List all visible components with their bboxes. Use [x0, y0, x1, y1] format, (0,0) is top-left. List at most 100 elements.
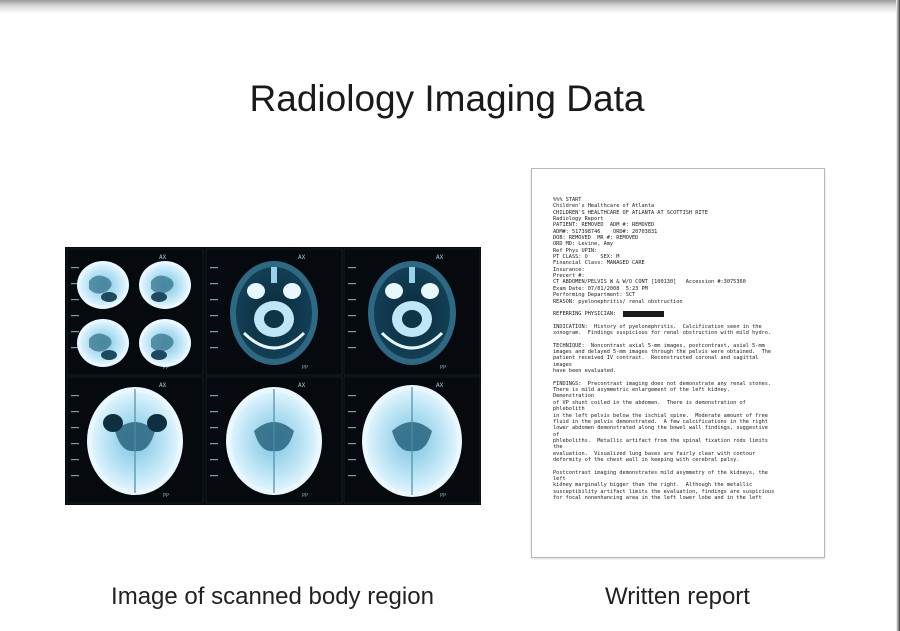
- slice-tick: [210, 283, 218, 285]
- report-line: have been evaluated.: [553, 368, 617, 375]
- report-line: PATIENT: REMOVED ADM #: REMOVED: [553, 222, 655, 229]
- report-line: Exam Date: 07/01/2008 5:23 PM: [553, 285, 648, 292]
- report-postcontrast-section: Postcontrast imaging demonstrates mild a…: [553, 470, 808, 502]
- report-line: %%% START: [553, 197, 582, 203]
- slice-tick: [71, 315, 79, 317]
- report-line: PT CLASS: O SEX: M: [553, 254, 620, 261]
- report-line: Performing Department: SCT: [553, 292, 636, 299]
- slice-label: AX: [436, 254, 444, 261]
- slice-tick: [210, 299, 218, 301]
- report-line: Radiology Report: [553, 216, 604, 223]
- slice-tick: [71, 443, 79, 445]
- report-line: sonogram. Findings suspicious for renal …: [553, 330, 772, 337]
- slice-tick: [71, 331, 79, 333]
- report-line: ADM#: 517398746 ORD#: 20703831: [553, 228, 658, 235]
- slide-title: Radiology Imaging Data: [249, 78, 645, 119]
- slice-tick: [348, 395, 356, 397]
- slice-label: AX: [298, 382, 306, 389]
- scan-slice-tile: AX PP: [66, 248, 204, 376]
- report-line: in the left pelvis below the ischial spi…: [553, 412, 768, 419]
- report-indication-section: INDICATION: History of pyelonephritis. C…: [553, 324, 808, 337]
- sulcus-pattern: [151, 275, 174, 294]
- report-caption: Written report: [605, 583, 750, 610]
- sulcus-pattern: [89, 333, 112, 352]
- report-line: left: [553, 475, 566, 482]
- slice-tick: [71, 475, 79, 477]
- report-line: FINDINGS: Precontrast imaging does not d…: [553, 380, 772, 387]
- report-line: Precert #:: [553, 273, 585, 280]
- slice-tick: [210, 331, 218, 333]
- scan-slice-tile: AX PP: [205, 248, 343, 376]
- slice-tick: [348, 267, 356, 269]
- canal: [264, 310, 284, 328]
- report-line: Insurance:: [553, 266, 585, 273]
- slice-tick: [71, 347, 79, 349]
- report-line: for focal nonenhancing area in the left …: [553, 494, 762, 501]
- report-line: deformity of the chest wall in keeping w…: [553, 456, 740, 463]
- ventricle-region: [151, 350, 167, 360]
- slice-tick: [348, 475, 356, 477]
- scan-slice-tile: AX PP: [343, 376, 481, 504]
- scan-image: AX PP AX PP AX PP AX PP AX PP AX PP: [65, 247, 481, 505]
- slice-tick: [348, 331, 356, 333]
- slice-tick: [348, 427, 356, 429]
- sulcus-pattern: [89, 275, 112, 294]
- report-line: Postcontrast imaging demonstrates mild a…: [553, 469, 768, 476]
- report-header-section: %%% START Children's Healthcare of Atlant…: [553, 197, 808, 305]
- slice-tick: [71, 395, 79, 397]
- slice-tick: [210, 427, 218, 429]
- scan-slice-tile: AX PP: [66, 376, 204, 504]
- report-line: susceptibility artifact limits the evalu…: [553, 488, 775, 495]
- slice-tick: [210, 411, 218, 413]
- report-line: patient received IV contrast. Reconstruc…: [553, 355, 759, 362]
- slice-tick: [348, 315, 356, 317]
- report-line: ORD MD: Levine, Amy: [553, 241, 614, 248]
- report-line: Ref Phys UPIN:: [553, 247, 598, 254]
- report-line: REASON: pyelonephritis/ renal obstructio…: [553, 298, 683, 305]
- report-line: CHILDREN'S HEALTHCARE OF ATLANTA AT SCOT…: [553, 209, 708, 216]
- slice-footer: PP: [163, 493, 169, 499]
- report-line: fluid in the pelvis demonstrated. A few …: [553, 418, 768, 425]
- right-edge-border: [896, 0, 900, 631]
- report-line: of: [553, 431, 560, 438]
- report-line: of VP shunt coiled in the abdomen. There…: [553, 399, 746, 406]
- report-line: Demonstration: [553, 393, 595, 400]
- sulcus-pattern: [151, 333, 174, 352]
- orbit-right: [283, 283, 301, 299]
- report-technique-section: TECHNIQUE: Noncontrast axial 5-mm images…: [553, 343, 808, 375]
- slice-tick: [348, 411, 356, 413]
- slice-tick: [348, 283, 356, 285]
- report-line: TECHNIQUE: Noncontrast axial 5-mm images…: [553, 342, 765, 349]
- report-findings-section: FINDINGS: Precontrast imaging does not d…: [553, 381, 808, 463]
- slice-label: AX: [159, 254, 167, 261]
- slice-footer: PP: [163, 365, 169, 371]
- report-line: phlebolith: [553, 406, 585, 413]
- slice-tick: [71, 299, 79, 301]
- slice-tick: [71, 283, 79, 285]
- report-line: There is mild asymmetric enlargement of …: [553, 387, 731, 394]
- slice-label: AX: [298, 254, 306, 261]
- report-line: kidney marginally bigger than the right.…: [553, 482, 753, 489]
- report-line: DOB: REMOVED MR #: REMOVED: [553, 235, 639, 242]
- referring-physician-label: REFERRING PHYSICIAN:: [553, 311, 617, 318]
- orbit-left: [385, 283, 403, 299]
- slice-label: AX: [436, 382, 444, 389]
- report-line: lower abdomen demonstrated along the bow…: [553, 425, 768, 432]
- slice-label: AX: [159, 382, 167, 389]
- report-line: the: [553, 444, 563, 451]
- report-document: %%% START Children's Healthcare of Atlant…: [531, 168, 825, 558]
- report-line: Children's Healthcare of Atlanta: [553, 203, 655, 210]
- slice-tick: [210, 475, 218, 477]
- ventricle-region: [101, 350, 117, 360]
- redacted-physician-name: Levine, M.D.: [622, 311, 665, 318]
- slice-tick: [71, 411, 79, 413]
- slice-footer: PP: [440, 493, 446, 499]
- slice-tick: [210, 347, 218, 349]
- canal: [402, 310, 422, 328]
- orbit-left: [247, 283, 265, 299]
- top-edge-shadow: [0, 0, 900, 14]
- occipital-bone: [242, 331, 306, 350]
- slice-tick: [348, 443, 356, 445]
- slice-tick: [71, 459, 79, 461]
- slice-tick: [348, 459, 356, 461]
